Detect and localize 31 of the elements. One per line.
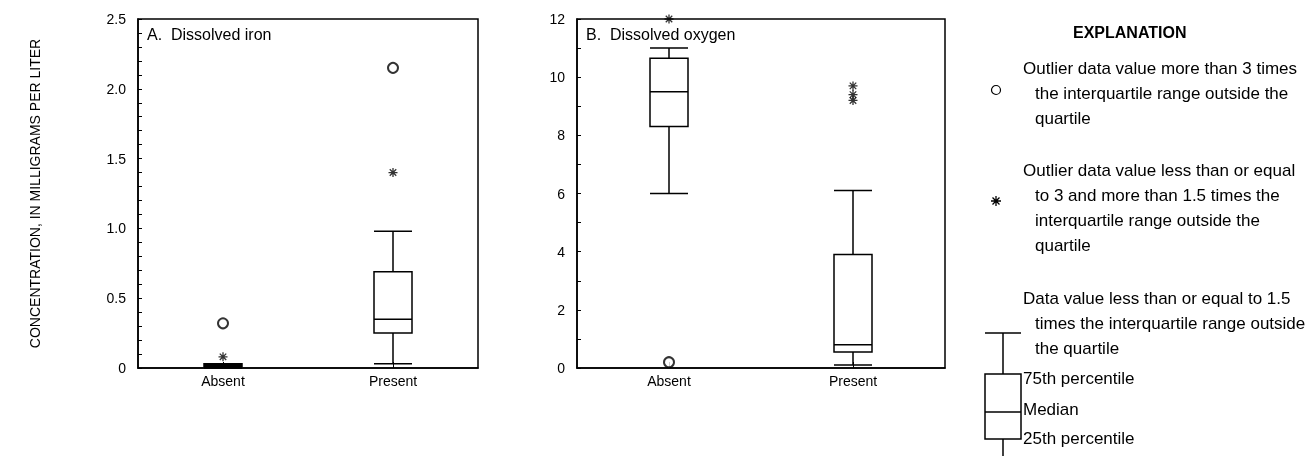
y-tick-label: 0.5 [106,290,127,307]
y-tick-label: 8 [557,127,566,144]
y-tick-label: 10 [549,69,566,86]
point [387,167,399,178]
x-tick-label: Present [828,373,878,389]
y-tick-label: 2.0 [106,80,127,97]
y-tick-label: 2 [557,301,566,318]
y-axis-title: CONCENTRATION, IN MILLIGRAMS PER LITER [26,38,43,349]
x-tick-label: Present [368,373,418,389]
point [217,317,229,330]
chart-title: B. Dissolved oxygen [586,25,736,43]
y-tick-label: 12 [549,11,566,27]
y-tick-label: 6 [557,185,566,202]
text: Data value less than or equal to 1.5 times the interquartile range outside the quartile [1023,288,1307,360]
x-tick-label: Absent [201,373,245,389]
point [217,351,229,362]
y-tick-label: 2.5 [106,11,127,27]
text: Outlier data value more than 3 times the interquartile range outside the quartile [1023,58,1299,130]
x-tick-label: Absent [647,373,691,389]
text: Median [1023,399,1080,421]
text: 25th percentile [1023,428,1136,450]
text: 75th percentile [1023,368,1136,390]
y-tick-label: 1.0 [106,220,127,237]
text: EXPLANATION [1073,23,1187,43]
text: Outlier data value less than or equal to 3 and more than 1.5 times the interquartile range outside the quartile [1023,160,1297,257]
y-tick-label: 4 [557,243,566,260]
y-tick-label: 0 [118,360,127,376]
chart-title: A. Dissolved iron [147,25,272,43]
point [387,61,399,74]
y-tick-label: 1.5 [106,150,127,167]
y-tick-label: 0 [557,360,566,376]
